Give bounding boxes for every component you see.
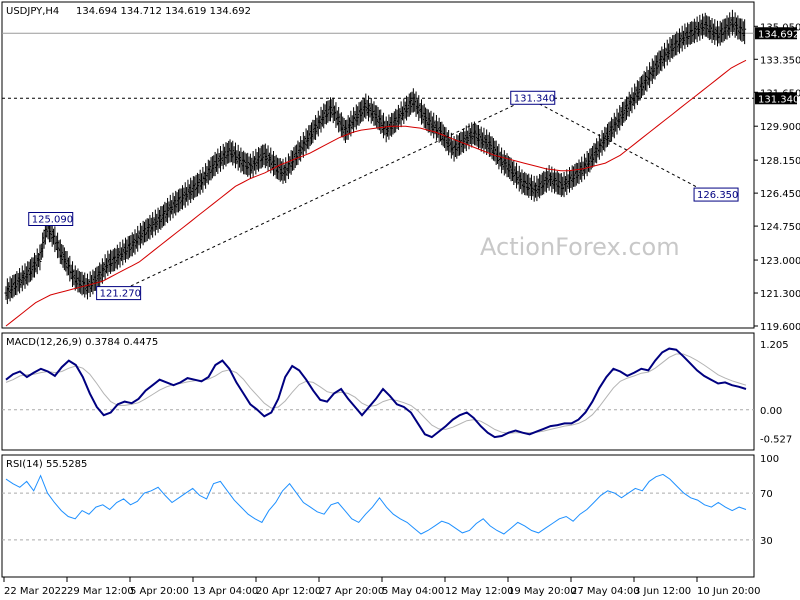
annotation-label: 121.270: [100, 289, 141, 300]
price-y-tick-label: 133.350: [760, 55, 800, 66]
current-price-label: 134.692: [758, 29, 799, 40]
current-price-tag: [755, 27, 797, 40]
time-tick-label: 5 Apr 20:00: [130, 586, 189, 597]
macd-signal-line: [5, 353, 747, 434]
annotation-label: 126.350: [697, 190, 738, 201]
time-tick-label: 29 Mar 12:00: [67, 586, 134, 597]
moving-average-line: [5, 59, 747, 327]
macd-y-axis: 1.205 0.00 -0.527: [760, 340, 792, 446]
ohlc-bar: [38, 244, 42, 271]
watermark: ActionForex.com: [480, 233, 680, 261]
price-annotation: 131.340: [510, 90, 556, 105]
rsi-panel: 100 70 30 RSI(14) 55.5285: [1, 454, 779, 578]
price-annotation: 125.090: [28, 212, 74, 227]
price-title: USDJPY,H4: [6, 6, 59, 17]
level-tag: [755, 92, 797, 105]
rsi-y-tick-label: 70: [760, 489, 773, 500]
price-y-tick-label: 124.750: [760, 222, 800, 233]
price-annotations: 125.090 121.270 131.340 126.350: [28, 90, 739, 301]
price-y-tick-label: 126.450: [760, 189, 800, 200]
trend-lines: [114, 97, 713, 295]
time-tick-label: 5 May 04:00: [382, 586, 444, 597]
price-panel: ActionForex.com 125.090 121.270 131.340 126…: [1, 1, 800, 333]
price-y-axis: 135.050133.350131.650129.900128.150126.4…: [754, 22, 800, 333]
time-tick-label: 10 Jun 20:00: [697, 586, 761, 597]
macd-y-tick-label: 1.205: [760, 340, 789, 351]
price-y-tick-label: 128.150: [760, 156, 800, 167]
price-level-lines: [2, 32, 754, 99]
macd-panel: 1.205 0.00 -0.527 MACD(12,26,9) 0.3784 0.4…: [1, 332, 792, 451]
macd-panel-frame: [1, 332, 755, 451]
time-tick-label: 3 Jun 12:00: [634, 586, 691, 597]
falling-trend-line: [528, 97, 713, 196]
macd-y-tick-label: 0.00: [760, 406, 782, 417]
time-tick-label: 19 May 20:00: [508, 586, 577, 597]
time-axis: 22 Mar 2022 29 Mar 12:005 Apr 20:00 13 Apr…: [3, 577, 761, 597]
level-label: 131.340: [758, 94, 799, 105]
annotation-label: 131.340: [514, 93, 555, 104]
time-tick-label: 27 Apr 20:00: [319, 586, 384, 597]
price-y-tick-label: 119.600: [760, 322, 800, 333]
price-y-tick-label: 123.000: [760, 256, 800, 267]
ohlc-bar: [743, 19, 747, 45]
rsi-panel-frame: [1, 454, 755, 578]
price-annotation: 126.350: [693, 187, 739, 202]
time-tick-label: 12 May 12:00: [445, 586, 514, 597]
rsi-y-axis: 100 70 30: [760, 454, 779, 547]
rsi-title: RSI(14) 55.5285: [6, 459, 87, 470]
price-bars: [4, 9, 747, 305]
annotation-label: 125.090: [32, 215, 73, 226]
macd-title: MACD(12,26,9) 0.3784 0.4475: [6, 337, 158, 348]
rsi-y-tick-label: 100: [760, 454, 779, 465]
time-tick-label: 27 May 04:00: [571, 586, 640, 597]
macd-line: [5, 347, 747, 439]
ohlc-readout: 134.694 134.712 134.619 134.692: [76, 6, 251, 17]
time-tick-label: 20 Apr 12:00: [256, 586, 321, 597]
rsi-line: [5, 473, 747, 535]
time-tick-label: 13 Apr 04:00: [193, 586, 258, 597]
time-tick-label: 22 Mar 2022: [4, 586, 67, 597]
price-annotation: 121.270: [96, 286, 142, 301]
macd-y-tick-label: -0.527: [760, 435, 792, 446]
price-y-tick-label: 121.300: [760, 289, 800, 300]
rising-trend-line: [114, 97, 529, 295]
price-panel-frame: [1, 1, 755, 329]
rsi-y-tick-label: 30: [760, 536, 773, 547]
price-y-tick-label: 129.900: [760, 122, 800, 133]
